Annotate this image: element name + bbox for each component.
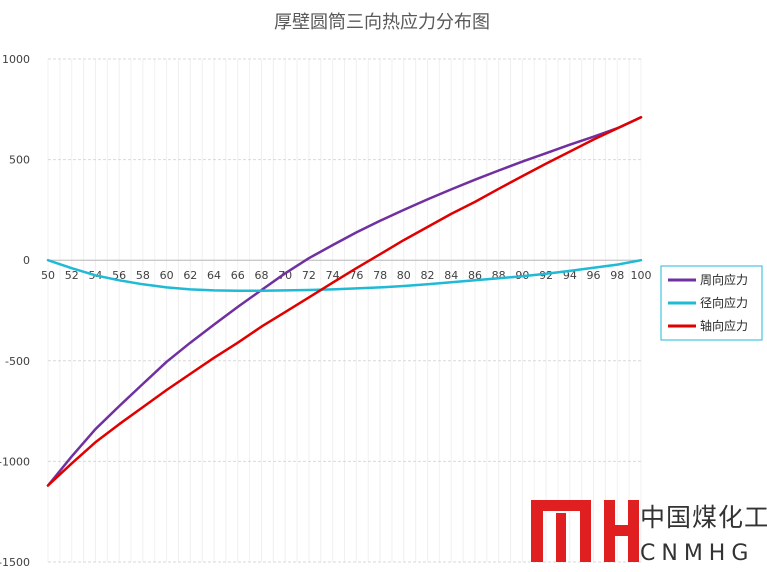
- x-tick-label: 68: [254, 269, 268, 282]
- x-tick-label: 60: [160, 269, 174, 282]
- logo-mark-bar: [531, 500, 543, 562]
- series-line-2: [46, 258, 643, 293]
- legend-label: 径向应力: [700, 295, 748, 310]
- x-tick-label: 100: [631, 269, 652, 282]
- logo-text-cn: 中国煤化工: [640, 503, 767, 532]
- y-tick-label: -500: [5, 355, 30, 368]
- y-tick-label: 500: [9, 154, 30, 167]
- logo-mark-bar: [531, 500, 591, 511]
- y-tick-label: 0: [23, 254, 30, 267]
- legend-label: 周向应力: [700, 272, 748, 287]
- x-tick-label: 58: [136, 269, 150, 282]
- x-tick-label: 50: [41, 269, 55, 282]
- chart-title: 厚壁圆筒三向热应力分布图: [274, 12, 490, 33]
- x-tick-label: 80: [397, 269, 411, 282]
- x-tick-label: 98: [610, 269, 624, 282]
- y-tick-label: -1000: [0, 455, 30, 468]
- cnmhg-logo-mark: [531, 500, 639, 562]
- logo-mark-bar: [604, 525, 639, 536]
- x-tick-label: 88: [492, 269, 506, 282]
- x-tick-label: 52: [65, 269, 79, 282]
- x-tick-label: 72: [302, 269, 316, 282]
- logo-mark-bar: [580, 500, 591, 562]
- cnmhg-logo: 中国煤化工 CNMHG: [531, 500, 767, 566]
- x-tick-label: 92: [539, 269, 553, 282]
- x-tick-label: 64: [207, 269, 221, 282]
- logo-text-en: CNMHG: [640, 541, 754, 566]
- x-tick-label: 84: [444, 269, 458, 282]
- x-tick-label: 74: [326, 269, 340, 282]
- legend-label: 轴向应力: [700, 318, 748, 333]
- logo-mark-bar: [556, 513, 566, 562]
- x-tick-label: 76: [349, 269, 363, 282]
- y-tick-label: 1000: [2, 53, 30, 66]
- series-line-3: [46, 116, 643, 487]
- gridlines: [47, 58, 642, 563]
- x-tick-label: 82: [421, 269, 435, 282]
- x-tick-label: 62: [183, 269, 197, 282]
- y-tick-label: -1500: [0, 556, 30, 569]
- x-tick-label: 66: [231, 269, 245, 282]
- series-layer: [46, 116, 643, 487]
- x-tick-label: 78: [373, 269, 387, 282]
- x-tick-label: 96: [587, 269, 601, 282]
- series-line-1: [46, 116, 643, 487]
